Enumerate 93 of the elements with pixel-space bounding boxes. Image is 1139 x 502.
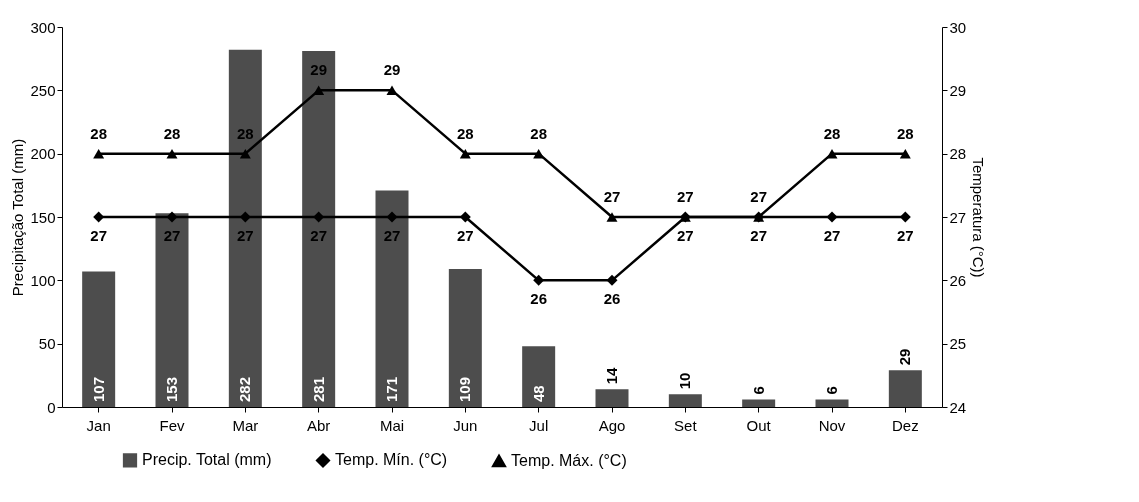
x-tick-label: Mai [379,416,405,434]
data-label: 109 [456,376,474,402]
y2-tick-label: 29 [949,81,967,99]
data-label: 27 [90,227,108,244]
data-label: 14 [603,366,620,385]
data-label: 27 [310,227,328,244]
y-tick-label: 100 [30,271,56,289]
bar [82,271,116,407]
data-label: 27 [383,227,401,244]
x-tick-label: Out [746,416,772,434]
bar [375,190,409,407]
data-label: 28 [90,124,108,142]
y-tick-label: 200 [30,145,56,163]
point [313,85,325,96]
data-label: 29 [896,348,914,366]
data-label: 48 [529,385,547,402]
y-axis-title: Precipitação Total (mm) [9,138,27,297]
bar [815,399,849,407]
data-label: 153 [163,376,180,402]
y-tick-label: 50 [38,335,56,353]
data-label: 27 [163,227,181,244]
data-label: 28 [823,124,841,142]
y-tick-label: 0 [47,398,56,416]
bar [302,51,336,407]
point [93,148,105,159]
point [826,148,838,159]
y2-tick-label: 26 [949,271,967,289]
bar [522,346,556,407]
y-tick-label: 300 [30,18,56,36]
y2-tick-label: 24 [949,398,967,416]
data-label: 27 [750,227,768,244]
data-label: 281 [309,376,327,402]
point [386,211,398,223]
data-label: 28 [236,124,254,142]
data-label: 171 [383,376,400,402]
data-label: 28 [163,124,181,142]
x-tick-label: Fev [159,416,185,434]
data-label: 29 [310,61,328,79]
y2-axis-title: Temperatura (°C)) [970,157,988,278]
legend-label: Temp. Mín. (°C) [335,451,448,469]
data-label: 6 [749,386,767,395]
bar [668,394,702,407]
x-tick-label: Set [674,416,698,434]
data-label: 28 [896,124,914,142]
bar [888,370,922,407]
point [899,148,911,159]
y-tick-label: 250 [30,81,56,99]
data-label: 27 [823,227,841,244]
bar [448,268,482,407]
point [239,148,251,159]
data-label: 10 [676,372,694,390]
legend-label: Temp. Máx. (°C) [511,451,627,469]
y-tick-label: 150 [30,208,56,226]
data-label: 27 [603,188,621,205]
data-label: 27 [896,227,914,244]
legend-label: Precip. Total (mm) [142,451,272,469]
point [459,148,471,159]
data-label: 27 [750,188,768,205]
x-tick-label: Mar [232,416,259,434]
data-label: 27 [456,227,474,244]
point [533,274,545,286]
x-tick-label: Jan [86,416,111,434]
x-tick-label: Ago [598,416,626,434]
bar [595,389,629,407]
x-tick-label: Dez [891,416,919,434]
point [166,211,178,223]
y2-tick-label: 27 [949,208,967,226]
x-tick-label: Jun [453,416,478,434]
data-label: 107 [89,376,107,402]
data-label: 28 [456,124,474,142]
bar [228,49,262,407]
data-label: 6 [823,386,840,395]
y2-tick-label: 30 [949,18,967,36]
data-label: 26 [603,290,621,308]
bar [742,399,776,407]
y2-tick-label: 28 [949,145,967,163]
data-label: 27 [236,227,254,244]
bar [155,213,189,407]
point [606,212,618,222]
data-label: 29 [383,61,401,79]
x-tick-label: Nov [818,416,846,434]
point [606,274,618,286]
data-label: 27 [676,227,694,244]
data-label: 28 [530,124,548,142]
point [166,148,178,159]
x-tick-label: Abr [306,416,331,434]
data-label: 282 [236,376,254,402]
y2-tick-label: 25 [949,335,967,353]
point [826,211,838,223]
x-tick-label: Jul [529,416,549,434]
data-label: 26 [530,290,548,308]
point [386,85,398,96]
data-label: 27 [676,188,694,205]
